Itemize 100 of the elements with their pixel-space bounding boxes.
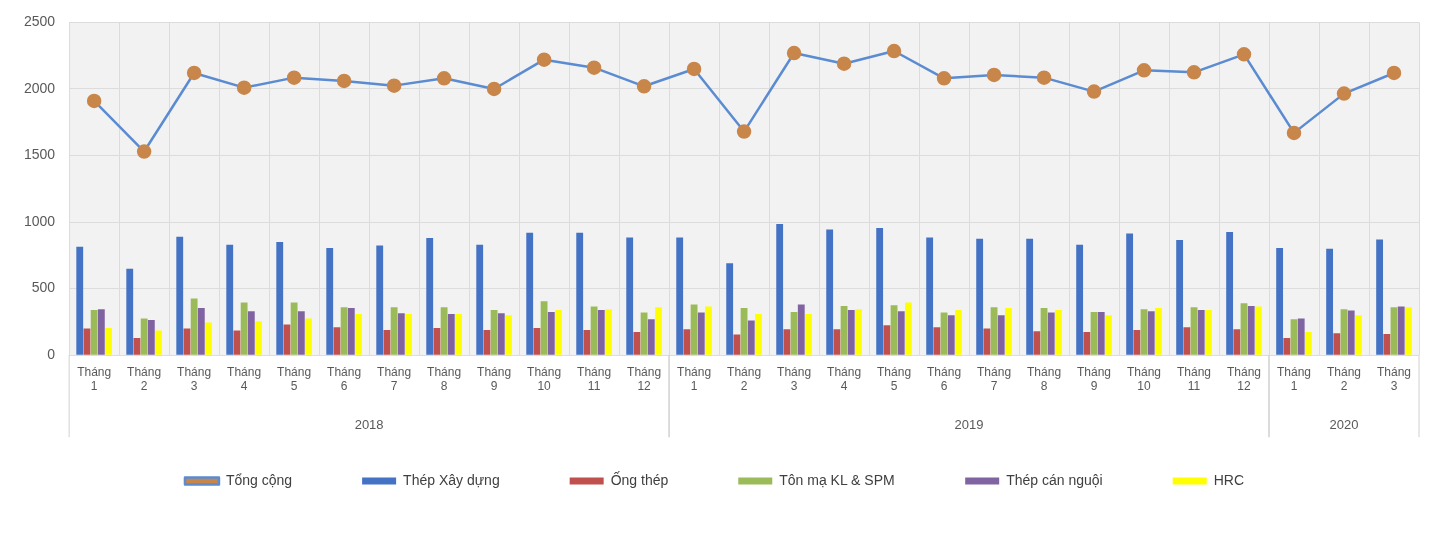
bar bbox=[1047, 312, 1055, 355]
bar bbox=[1147, 311, 1155, 355]
bar bbox=[1326, 248, 1334, 355]
bar bbox=[847, 309, 855, 355]
bar bbox=[733, 334, 741, 355]
bar bbox=[1033, 331, 1041, 355]
bar bbox=[176, 236, 184, 355]
bar bbox=[755, 313, 762, 355]
x-tick-label: Tháng 4 bbox=[827, 364, 862, 394]
bar bbox=[1205, 309, 1212, 355]
x-tick-label: Tháng 9 bbox=[1077, 364, 1112, 394]
bar bbox=[983, 328, 991, 355]
bar bbox=[155, 330, 162, 355]
bar bbox=[1354, 315, 1362, 355]
bar bbox=[633, 331, 641, 355]
bar bbox=[883, 325, 891, 355]
bar bbox=[483, 329, 491, 355]
bar bbox=[597, 309, 605, 355]
bar bbox=[1005, 307, 1012, 355]
bar bbox=[497, 313, 505, 355]
bar bbox=[583, 329, 591, 355]
bar bbox=[683, 329, 691, 355]
x-tick-label: Tháng 4 bbox=[227, 364, 262, 394]
bar bbox=[833, 329, 841, 355]
x-tick-label: Tháng 9 bbox=[477, 364, 512, 394]
bar bbox=[333, 327, 341, 355]
x-tick-label: Tháng 12 bbox=[627, 364, 662, 394]
x-tick-label: Tháng 6 bbox=[927, 364, 962, 394]
x-tick-label: Tháng 3 bbox=[777, 364, 812, 394]
bar bbox=[355, 313, 362, 355]
bar bbox=[976, 238, 984, 355]
bar bbox=[605, 309, 612, 355]
bar bbox=[433, 327, 441, 355]
bar bbox=[676, 237, 684, 355]
bar bbox=[1076, 244, 1084, 355]
bar bbox=[1333, 333, 1341, 355]
bar bbox=[1283, 337, 1291, 355]
legend-label: Thép cán nguội bbox=[1006, 471, 1103, 488]
bar bbox=[1133, 329, 1141, 355]
y-tick-label: 1000 bbox=[23, 212, 56, 229]
y-tick-label: 1500 bbox=[23, 146, 56, 163]
bar bbox=[955, 309, 962, 355]
bar bbox=[926, 237, 934, 355]
bar bbox=[783, 329, 791, 355]
x-tick-label: Tháng 1 bbox=[677, 364, 712, 394]
bar bbox=[440, 307, 448, 355]
bar bbox=[390, 307, 398, 355]
bar bbox=[855, 309, 862, 355]
x-tick-label: Tháng 3 bbox=[177, 364, 212, 394]
bar bbox=[126, 268, 134, 355]
bar bbox=[1276, 248, 1284, 355]
x-tick-label: Tháng 7 bbox=[977, 364, 1012, 394]
x-tick-label: Tháng 2 bbox=[727, 364, 762, 394]
bar bbox=[705, 306, 712, 355]
bar bbox=[905, 302, 912, 355]
x-tick-label: Tháng 11 bbox=[577, 364, 612, 394]
bar bbox=[1247, 305, 1255, 355]
text: 2020 bbox=[1329, 416, 1359, 432]
bar bbox=[1055, 309, 1062, 355]
bar bbox=[226, 244, 234, 355]
bar bbox=[1083, 331, 1091, 355]
x-tick-label: Tháng 1 bbox=[77, 364, 112, 394]
bar bbox=[90, 309, 98, 355]
bar bbox=[1183, 327, 1191, 355]
bar bbox=[447, 313, 455, 355]
y-tick-label: 2000 bbox=[23, 79, 56, 96]
y-tick-label: 0 bbox=[47, 346, 56, 363]
bar bbox=[533, 327, 541, 355]
bar bbox=[590, 306, 598, 355]
bar bbox=[383, 329, 391, 355]
text: 2019 bbox=[954, 416, 984, 432]
bar bbox=[305, 318, 312, 355]
bar bbox=[547, 311, 555, 355]
bar bbox=[1404, 307, 1412, 355]
bar bbox=[697, 312, 705, 355]
bar bbox=[105, 327, 112, 355]
bar bbox=[1097, 311, 1105, 355]
bar bbox=[297, 311, 305, 355]
bar bbox=[490, 309, 498, 355]
x-tick-label: Tháng 7 bbox=[377, 364, 412, 394]
x-tick-label: Tháng 2 bbox=[1326, 364, 1362, 394]
bar bbox=[1297, 318, 1305, 355]
bar bbox=[726, 263, 734, 355]
bar bbox=[1383, 333, 1391, 355]
bar bbox=[1397, 306, 1405, 355]
x-tick-label: Tháng 11 bbox=[1177, 364, 1212, 394]
x-tick-label: Tháng 8 bbox=[1027, 364, 1062, 394]
bar bbox=[647, 319, 655, 355]
bar bbox=[197, 307, 205, 355]
bar bbox=[640, 312, 648, 355]
x-tick-label: Tháng 5 bbox=[877, 364, 912, 394]
bar bbox=[455, 313, 462, 355]
bar bbox=[340, 307, 348, 355]
bar bbox=[205, 322, 212, 355]
y-tick-label: 500 bbox=[31, 279, 56, 296]
bar bbox=[426, 238, 434, 355]
x-tick-label: Tháng 5 bbox=[277, 364, 312, 394]
bar bbox=[1376, 239, 1384, 355]
x-tick-label: Tháng 12 bbox=[1227, 364, 1262, 394]
bar bbox=[1105, 315, 1112, 355]
